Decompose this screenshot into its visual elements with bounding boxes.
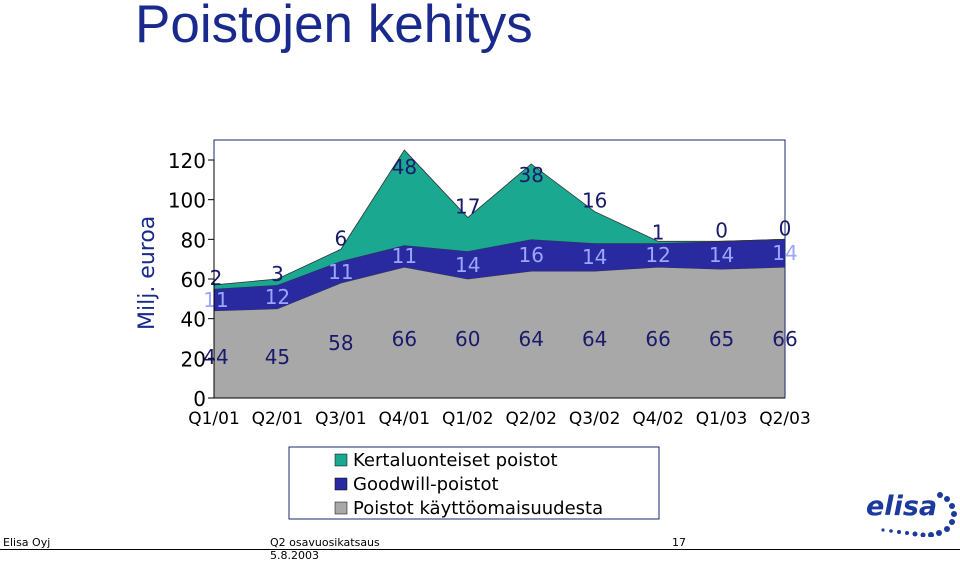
data-label: 44 [203, 345, 228, 369]
legend-label: Kertaluonteiset poistot [353, 450, 558, 471]
legend-swatch [334, 453, 348, 467]
data-label: 11 [328, 260, 353, 284]
y-tick-label: 40 [181, 308, 206, 332]
data-label: 3 [271, 262, 284, 286]
x-tick-label: Q1/03 [696, 409, 748, 429]
data-label: 17 [455, 195, 480, 219]
x-tick-label: Q3/02 [569, 409, 621, 429]
legend-swatch [334, 501, 348, 515]
y-axis-label: Milj. euroa [135, 216, 160, 330]
x-tick-label: Q2/02 [505, 409, 557, 429]
x-tick-label: Q2/01 [252, 409, 304, 429]
area-outline-2 [213, 149, 786, 286]
legend-label: Poistot käyttöomaisuudesta [353, 498, 603, 519]
y-tick-label: 60 [181, 268, 206, 292]
data-label: 45 [265, 345, 290, 369]
footer-doc-title: Q2 osavuosikatsaus [270, 536, 380, 549]
legend-swatch [334, 477, 348, 491]
data-label: 60 [455, 327, 480, 351]
legend-box [288, 446, 660, 520]
elisa-logo: elisa [866, 487, 960, 537]
legend-label: Goodwill-poistot [353, 474, 499, 495]
y-tick-label: 0 [193, 387, 206, 411]
footer-page-number: 17 [672, 536, 686, 549]
data-label: 6 [335, 226, 348, 250]
data-label: 2 [210, 266, 223, 290]
footer-company: Elisa Oyj [3, 536, 51, 549]
footer-divider [0, 549, 960, 550]
x-tick-label: Q2/03 [759, 409, 811, 429]
x-tick-label: Q1/01 [188, 409, 240, 429]
area-series-0 [214, 267, 785, 398]
data-label: 16 [518, 243, 543, 267]
y-tick-label: 100 [168, 189, 206, 213]
x-tick-label: Q1/02 [442, 409, 494, 429]
data-label: 64 [518, 327, 543, 351]
data-label: 14 [582, 245, 607, 269]
data-label: 1 [652, 220, 665, 244]
data-label: 11 [203, 288, 228, 312]
data-label: 66 [392, 327, 417, 351]
x-tick-label: Q4/01 [379, 409, 431, 429]
y-tick-label: 20 [181, 347, 206, 371]
y-tick-label: 120 [168, 149, 206, 173]
x-tick-label: Q4/02 [632, 409, 684, 429]
data-label: 58 [328, 331, 353, 355]
data-label: 11 [392, 244, 417, 268]
data-label: 12 [645, 243, 670, 267]
data-label: 14 [709, 243, 734, 267]
data-label: 14 [455, 253, 480, 277]
data-label: 66 [645, 327, 670, 351]
data-label: 0 [715, 218, 728, 242]
footer-date: 5.8.2003 [270, 549, 319, 562]
y-tick-label: 80 [181, 228, 206, 252]
page-title: Poistojen kehitys [135, 0, 533, 54]
data-label: 38 [518, 163, 543, 187]
data-label: 48 [392, 155, 417, 179]
logo-wordmark: elisa [866, 491, 938, 522]
data-label: 12 [265, 285, 290, 309]
logo-dots-icon [881, 492, 957, 537]
data-label: 64 [582, 327, 607, 351]
data-label: 65 [709, 327, 734, 351]
area-series-2 [214, 150, 785, 289]
x-tick-label: Q3/01 [315, 409, 367, 429]
data-label: 16 [582, 189, 607, 213]
